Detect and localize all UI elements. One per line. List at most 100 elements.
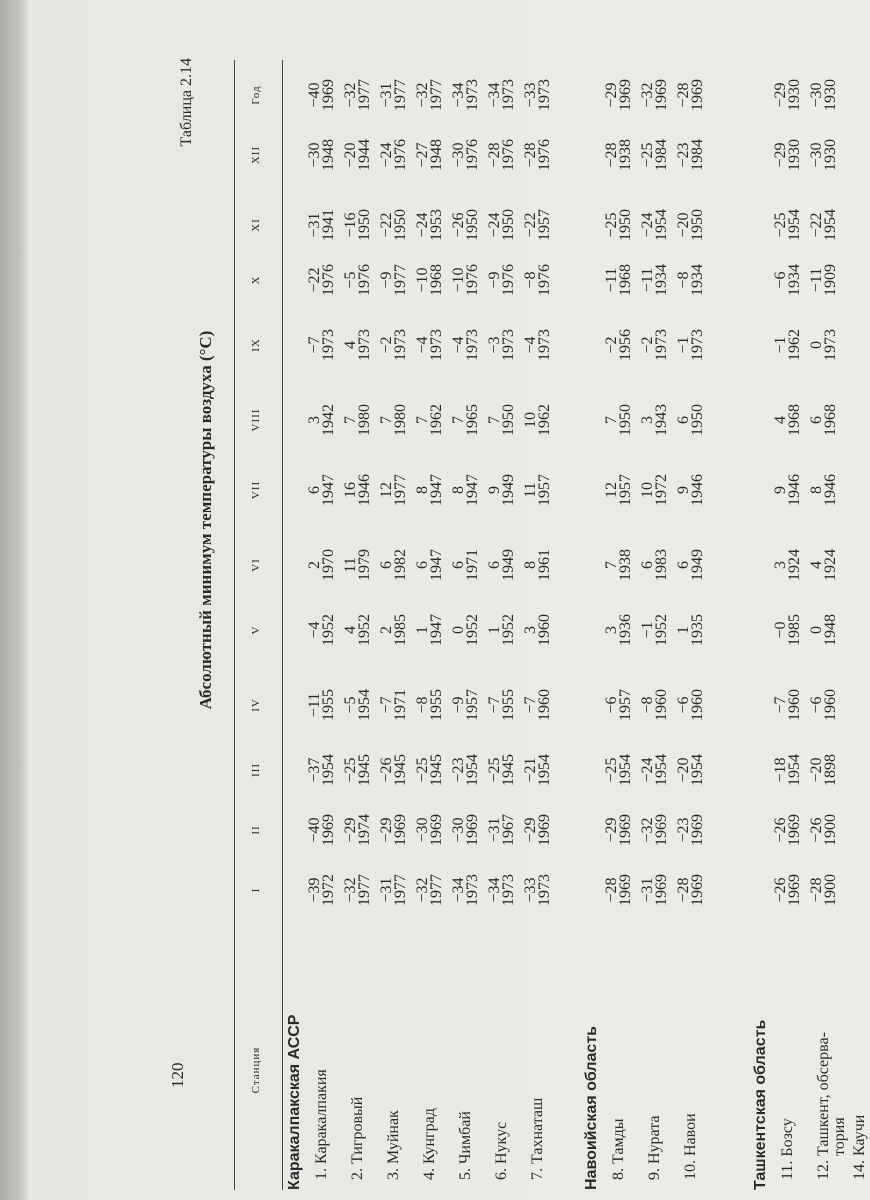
cell-year: 1953 <box>428 209 445 241</box>
cell-year: 1946 <box>786 474 803 506</box>
cell-year: 1954 <box>689 754 706 786</box>
cell-year: 1961 <box>536 549 553 581</box>
cell-year: 1960 <box>536 689 553 721</box>
cell-year: 1977 <box>356 79 373 111</box>
cell-year: 1957 <box>617 474 634 506</box>
top-rule <box>234 60 235 1190</box>
station-name: 7. Тахнаташ <box>529 1097 546 1180</box>
cell-year: 1947 <box>428 474 445 506</box>
column-header: VI <box>250 558 262 572</box>
cell-year: 1954 <box>464 754 481 786</box>
cell-year: 1968 <box>786 404 803 436</box>
cell-year: 1976 <box>356 264 373 296</box>
cell-year: 1962 <box>536 404 553 436</box>
cell-year: 1984 <box>689 139 706 171</box>
cell-year: 1955 <box>500 689 517 721</box>
column-header: VIII <box>250 408 262 432</box>
cell-year: 1974 <box>356 814 373 846</box>
column-header: IX <box>250 338 262 352</box>
cell-year: 1977 <box>392 474 409 506</box>
station-name: 12. Ташкент, обсерва- <box>815 1032 832 1180</box>
cell-year: 1969 <box>320 79 337 111</box>
cell-year: 1950 <box>356 209 373 241</box>
cell-year: 1934 <box>653 264 670 296</box>
cell-year: 1969 <box>464 814 481 846</box>
cell-year: 1947 <box>428 549 445 581</box>
cell-year: 1945 <box>356 754 373 786</box>
cell-year: 1945 <box>500 754 517 786</box>
cell-year: 1950 <box>500 404 517 436</box>
station-name-cont: тория <box>831 1117 848 1156</box>
cell-year: 1950 <box>617 209 634 241</box>
cell-year: 1938 <box>617 139 634 171</box>
cell-year: 1942 <box>320 404 337 436</box>
cell-year: 1976 <box>500 139 517 171</box>
cell-year: 1949 <box>689 549 706 581</box>
cell-year: 1934 <box>786 264 803 296</box>
cell-year: 1949 <box>500 549 517 581</box>
cell-year: 1952 <box>500 614 517 646</box>
cell-year: 1977 <box>392 79 409 111</box>
cell-year: 1945 <box>392 754 409 786</box>
cell-year: 1972 <box>320 874 337 906</box>
group-header: Ташкентская область <box>752 1019 769 1190</box>
table-title: Абсолютный минимум температуры воздуха (… <box>196 330 215 710</box>
cell-year: 1969 <box>786 814 803 846</box>
cell-year: 1954 <box>320 754 337 786</box>
cell-year: 1954 <box>786 209 803 241</box>
group-header: Каракалпакская АССР <box>286 1014 303 1190</box>
cell-year: 1950 <box>392 209 409 241</box>
cell-year: 1924 <box>822 549 839 581</box>
cell-year: 1954 <box>786 754 803 786</box>
cell-year: 1955 <box>320 689 337 721</box>
cell-year: 1976 <box>320 264 337 296</box>
cell-year: 1969 <box>689 874 706 906</box>
cell-year: 1980 <box>356 404 373 436</box>
page-number: 120 <box>168 1062 187 1089</box>
cell-year: 1968 <box>428 264 445 296</box>
cell-year: 1900 <box>822 874 839 906</box>
station-name: 2. Тигровый <box>349 1096 366 1180</box>
cell-year: 1973 <box>653 329 670 361</box>
cell-year: 1969 <box>653 79 670 111</box>
cell-year: 1979 <box>356 549 373 581</box>
cell-year: 1955 <box>428 689 445 721</box>
column-header: Год <box>250 85 262 105</box>
cell-year: 1969 <box>689 79 706 111</box>
column-header: III <box>250 763 262 777</box>
cell-year: 1947 <box>428 614 445 646</box>
cell-year: 1948 <box>822 614 839 646</box>
cell-year: 1977 <box>392 264 409 296</box>
cell-year: 1977 <box>428 874 445 906</box>
column-header: X <box>250 275 262 285</box>
column-header: V <box>250 625 262 635</box>
station-name: 3. Муйнак <box>385 1110 402 1180</box>
cell-year: 1980 <box>392 404 409 436</box>
cell-year: 1973 <box>536 874 553 906</box>
cell-year: 1954 <box>617 754 634 786</box>
column-header: IV <box>250 698 262 712</box>
cell-year: 1973 <box>500 874 517 906</box>
cell-year: 1950 <box>617 404 634 436</box>
cell-year: 1965 <box>464 404 481 436</box>
cell-year: 1971 <box>464 549 481 581</box>
cell-year: 1909 <box>822 264 839 296</box>
cell-year: 1973 <box>356 329 373 361</box>
cell-year: 1969 <box>320 814 337 846</box>
cell-year: 1962 <box>428 404 445 436</box>
cell-year: 1973 <box>428 329 445 361</box>
cell-year: 1970 <box>320 549 337 581</box>
cell-year: 1977 <box>428 79 445 111</box>
cell-year: 1977 <box>392 874 409 906</box>
cell-year: 1976 <box>536 139 553 171</box>
cell-year: 1969 <box>653 874 670 906</box>
cell-year: 1946 <box>822 474 839 506</box>
cell-year: 1950 <box>689 209 706 241</box>
cell-year: 1935 <box>689 614 706 646</box>
station-name: 9. Нурата <box>646 1115 663 1180</box>
column-header: II <box>250 825 262 835</box>
station-name: 6. Нукус <box>493 1121 510 1180</box>
cell-year: 1952 <box>320 614 337 646</box>
cell-year: 1973 <box>500 329 517 361</box>
